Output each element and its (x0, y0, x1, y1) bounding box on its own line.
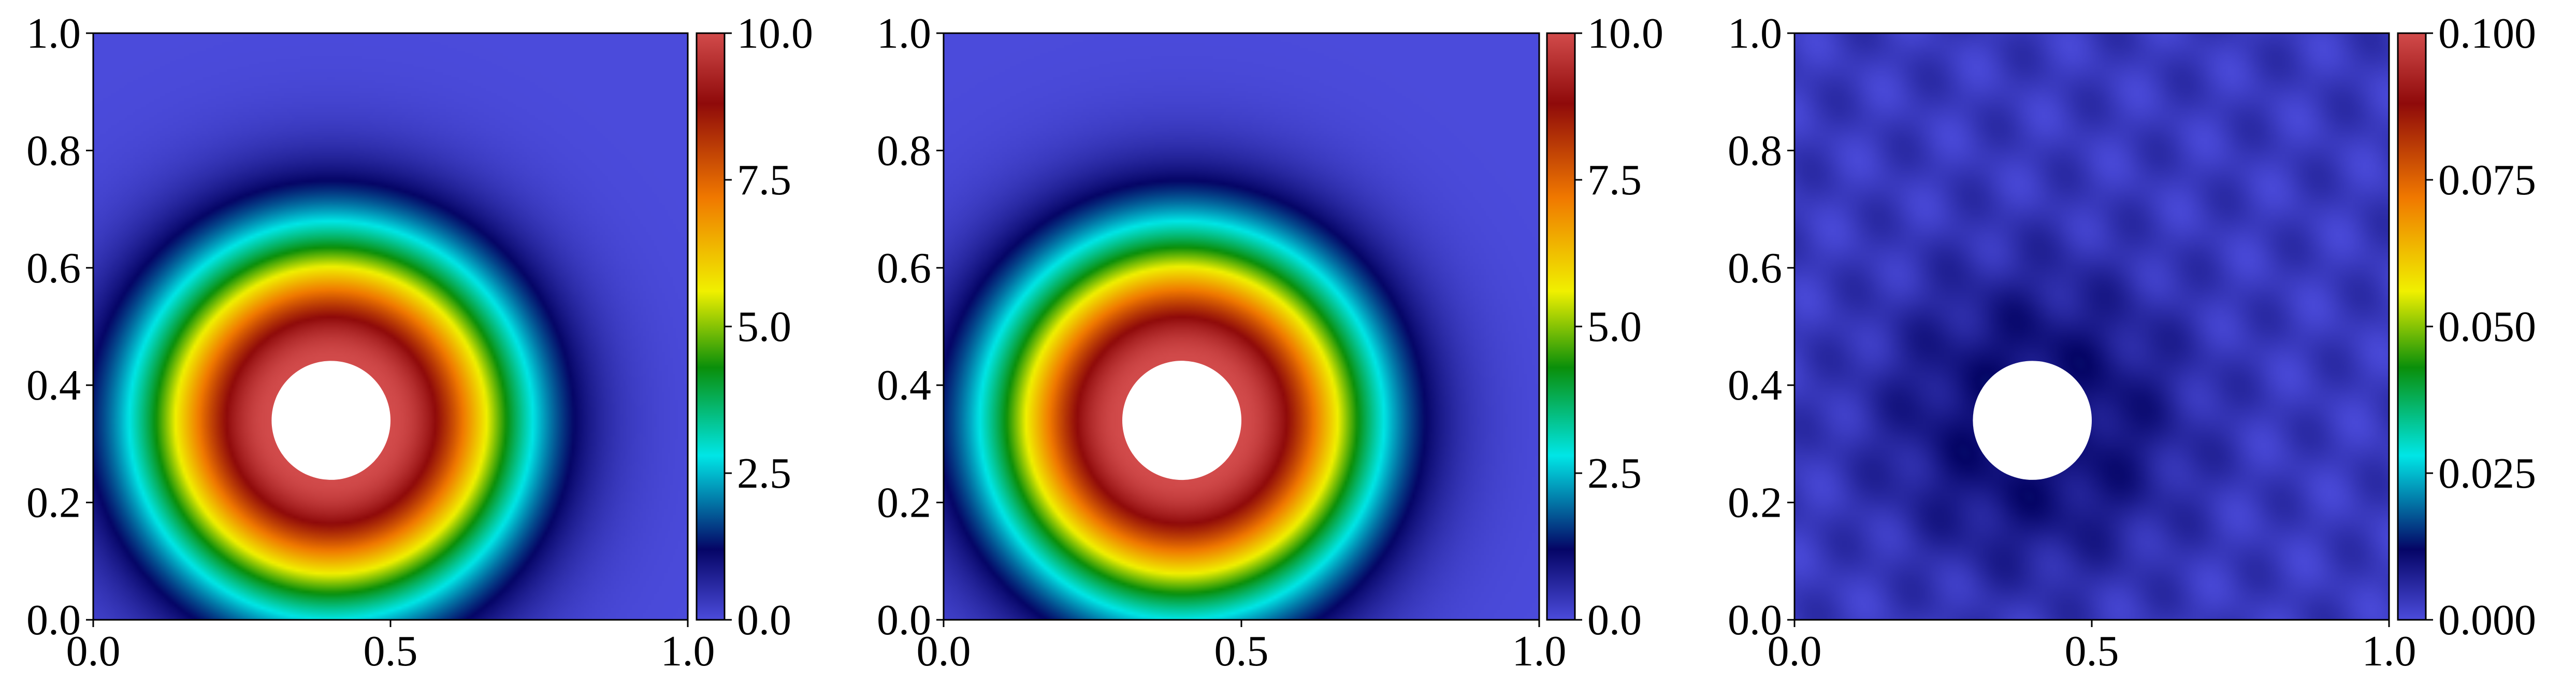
heatmap-image-2 (944, 33, 1539, 620)
y-tick-label: 0.4 (1728, 361, 1782, 409)
chart-panel-3: 0.0 0.5 1.0 0.00.20.40.60.81.0 0.0000.0250… (1728, 9, 2536, 675)
y-tick-label: 0.4 (26, 361, 81, 409)
y-tick-label: 0.2 (26, 479, 81, 527)
colorbar-tick-label: 0.100 (2438, 9, 2536, 58)
y-tick-label: 1.0 (26, 9, 81, 58)
heatmap-2 (944, 33, 1539, 620)
colorbar-tick-label: 7.5 (737, 156, 791, 204)
colorbar-2: 0.0 2.5 5.0 7.5 10.0 (1546, 9, 1663, 644)
colorbar-tick-label: 0.075 (2438, 156, 2536, 204)
colorbar-tick-label: 0.0 (1587, 596, 1642, 644)
hole-3 (1973, 361, 2092, 480)
hole-1 (271, 361, 390, 480)
hole-2 (1122, 361, 1241, 480)
colorbar-tick-label: 7.5 (1587, 156, 1642, 204)
heatmap-image-3 (1794, 33, 2389, 620)
y-tick-label: 0.8 (877, 126, 931, 175)
y-ticks-1: 0.0 0.2 0.4 0.6 0.8 1.0 (26, 9, 93, 644)
y-tick-label: 0.8 (1728, 126, 1782, 175)
y-tick-label: 0.0 (877, 596, 931, 644)
colorbar-bar-2 (1546, 32, 1576, 621)
colorbar-3: 0.000 0.025 0.050 0.075 0.100 (2397, 9, 2536, 644)
colorbar-tick-label: 10.0 (737, 9, 813, 58)
x-ticks-1: 0.0 0.5 1.0 (66, 620, 715, 675)
y-tick-label: 0.6 (1728, 244, 1782, 292)
x-tick-label: 0.0 (1768, 627, 1822, 675)
heatmap-1 (93, 33, 688, 620)
y-ticks-3: 0.0 0.2 0.4 0.6 0.8 1.0 (1728, 9, 1794, 644)
colorbar-tick-label: 0.0 (737, 596, 791, 644)
x-tick-label: 1.0 (1512, 627, 1567, 675)
colorbar-tick-label: 2.5 (737, 449, 791, 498)
chart-panel-1: 0.0 0.5 1.0 0.0 0.2 0.4 0.6 0.8 1.0 0.0 2.5 5.0 7.… (26, 9, 813, 675)
y-tick-label: 0.6 (26, 244, 81, 292)
colorbar-tick-label: 5.0 (737, 303, 791, 351)
colorbar-ticks-2: 0.0 2.5 5.0 7.5 10.0 (1575, 9, 1663, 644)
colorbar-tick-label: 2.5 (1587, 449, 1642, 498)
y-tick-label: 1.0 (1728, 9, 1782, 58)
colorbar-bar-1 (696, 32, 726, 621)
x-tick-label: 0.5 (2065, 627, 2119, 675)
colorbar-ticks-3: 0.000 0.025 0.050 0.075 0.100 (2426, 9, 2536, 644)
colorbar-tick-label: 0.050 (2438, 303, 2536, 351)
y-tick-label: 0.0 (26, 596, 81, 644)
x-tick-label: 0.5 (364, 627, 418, 675)
colorbar-tick-label: 5.0 (1587, 303, 1642, 351)
heatmap-3 (1794, 33, 2389, 620)
colorbar-ticks-1: 0.0 2.5 5.0 7.5 10.0 (725, 9, 813, 644)
x-ticks-2: 0.0 0.5 1.0 (917, 620, 1567, 675)
y-tick-label: 0.8 (26, 126, 81, 175)
chart-panel-2: 0.0 0.5 1.0 0.0 0.2 0.4 0.6 0.8 1.0 0.0 2.5 5.0 7.… (877, 9, 1663, 675)
y-tick-label: 0.6 (877, 244, 931, 292)
x-tick-label: 0.0 (66, 627, 121, 675)
colorbar-tick-label: 0.025 (2438, 449, 2536, 498)
colorbar-tick-label: 0.000 (2438, 596, 2536, 644)
x-tick-label: 1.0 (661, 627, 715, 675)
colorbar-tick-label: 10.0 (1587, 9, 1663, 58)
x-tick-label: 0.5 (1214, 627, 1269, 675)
y-ticks-2: 0.0 0.2 0.4 0.6 0.8 1.0 (877, 9, 944, 644)
y-tick-label: 1.0 (877, 9, 931, 58)
x-tick-label: 1.0 (2362, 627, 2416, 675)
y-tick-label: 0.2 (877, 479, 931, 527)
colorbar-bar-3 (2397, 32, 2427, 621)
y-tick-label: 0.2 (1728, 479, 1782, 527)
heatmap-image-1 (93, 33, 688, 620)
colorbar-1: 0.0 2.5 5.0 7.5 10.0 (696, 9, 813, 644)
y-tick-label: 0.4 (877, 361, 931, 409)
x-ticks-3: 0.0 0.5 1.0 (1768, 620, 2416, 675)
y-tick-label: 0.0 (1728, 596, 1782, 644)
x-tick-label: 0.0 (917, 627, 971, 675)
